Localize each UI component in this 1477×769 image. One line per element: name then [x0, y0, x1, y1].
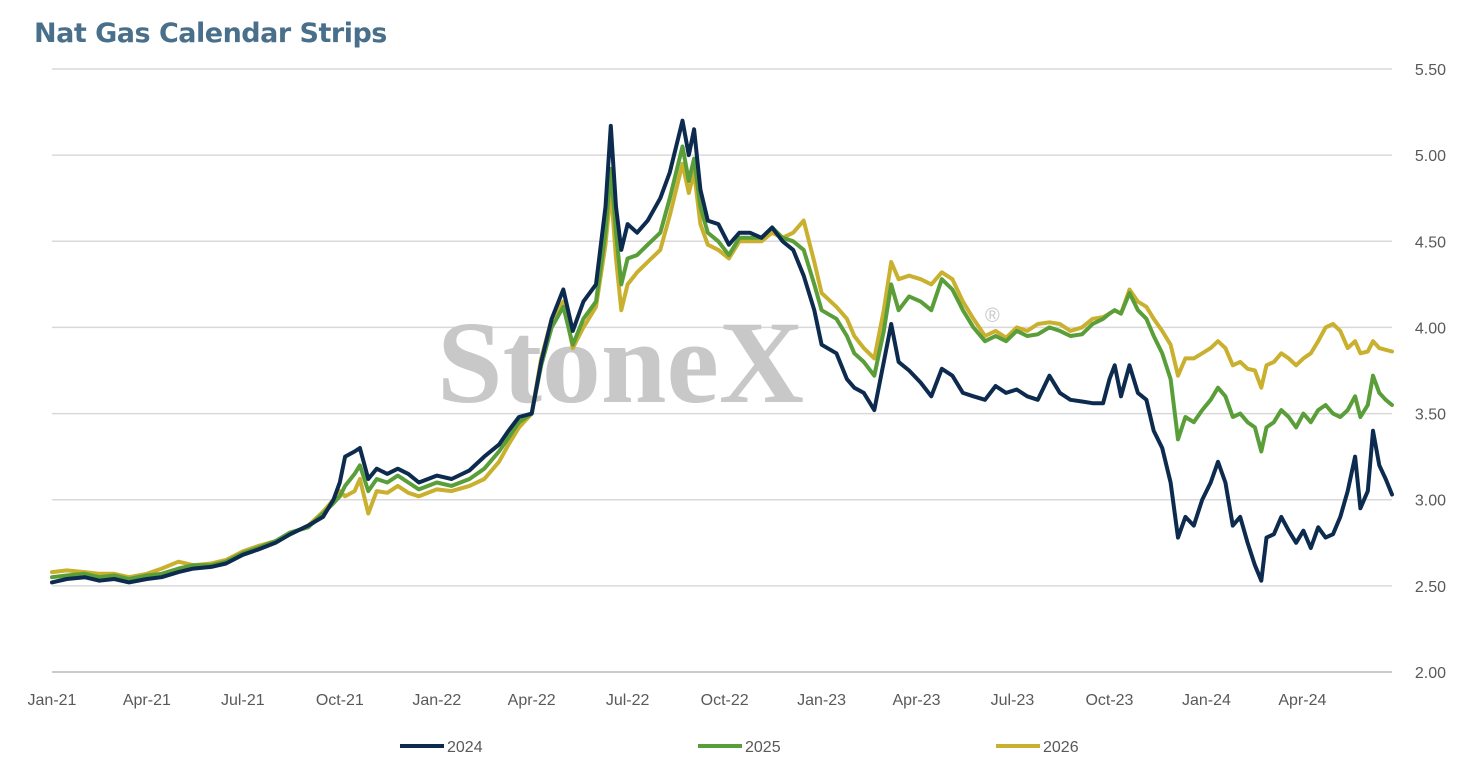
legend: 2024 2025 2026	[400, 739, 1079, 756]
y-tick-label: 3.00	[1415, 493, 1446, 510]
x-tick-label: Jan-21	[28, 692, 77, 709]
x-tick-label: Jan-22	[412, 692, 461, 709]
y-tick-label: 3.50	[1415, 407, 1446, 424]
y-tick-label: 5.50	[1415, 62, 1446, 79]
x-tick-label: Jan-24	[1182, 692, 1231, 709]
chart-title: Nat Gas Calendar Strips	[34, 18, 387, 49]
x-tick-label: Jul-23	[991, 692, 1035, 709]
watermark-logo: StoneX ®	[437, 297, 1000, 428]
x-axis-ticks: Jan-21 Apr-21 Jul-21 Oct-21 Jan-22 Apr-22 Jul-…	[28, 692, 1327, 709]
x-tick-label: Oct-23	[1085, 692, 1133, 709]
x-tick-label: Oct-22	[701, 692, 749, 709]
y-tick-label: 5.00	[1415, 148, 1446, 165]
series-line-2025	[50, 144, 1394, 581]
series-lines	[50, 118, 1394, 585]
x-tick-label: Jul-21	[221, 692, 265, 709]
series-line-2024	[50, 118, 1394, 585]
y-tick-label: 4.50	[1415, 234, 1446, 251]
y-axis-ticks: 2.00 2.50 3.00 3.50 4.00 4.50 5.00 5.50	[1415, 62, 1446, 682]
legend-label-2024: 2024	[447, 739, 483, 756]
x-tick-label: Apr-22	[508, 692, 556, 709]
x-tick-label: Apr-23	[893, 692, 941, 709]
x-tick-label: Jul-22	[606, 692, 650, 709]
gridlines	[52, 68, 1392, 673]
x-tick-label: Apr-24	[1278, 692, 1326, 709]
legend-label-2026: 2026	[1043, 739, 1079, 756]
x-tick-label: Jan-23	[797, 692, 846, 709]
legend-label-2025: 2025	[745, 739, 781, 756]
watermark-text: StoneX	[437, 297, 804, 428]
y-tick-label: 2.00	[1415, 665, 1446, 682]
y-tick-label: 2.50	[1415, 579, 1446, 596]
x-tick-label: Apr-21	[123, 692, 171, 709]
x-tick-label: Oct-21	[316, 692, 364, 709]
series-line-2026	[50, 161, 1394, 580]
y-tick-label: 4.00	[1415, 320, 1446, 337]
watermark-registered-mark: ®	[985, 305, 1000, 327]
